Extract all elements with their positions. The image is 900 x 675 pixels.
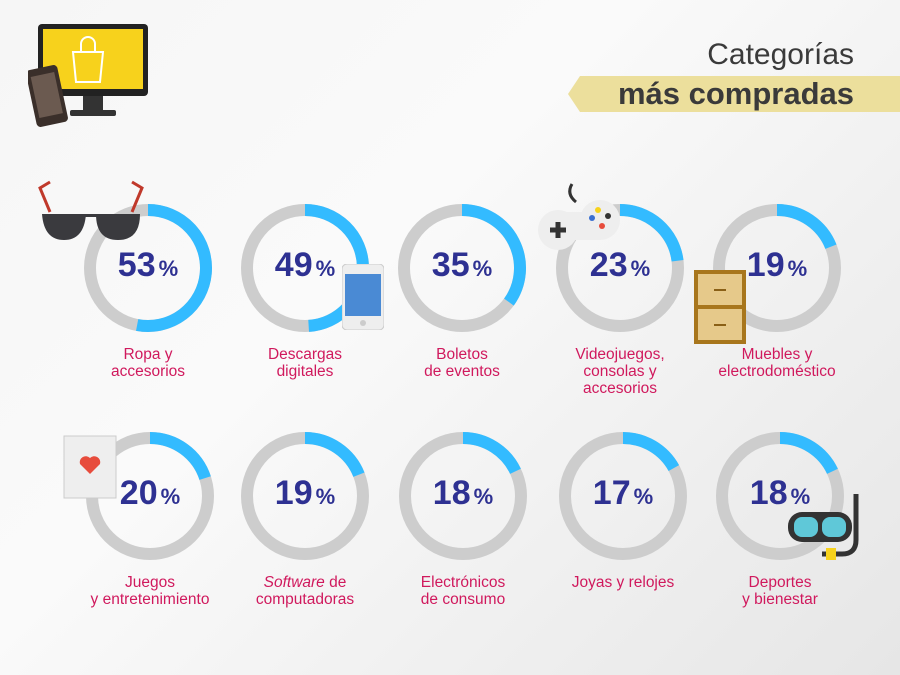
- gamepad-icon: [536, 172, 626, 257]
- percent-symbol: %: [315, 256, 336, 281]
- percent-symbol: %: [633, 484, 654, 509]
- percent-number: 19: [274, 474, 313, 512]
- percent-value: 18%: [403, 474, 523, 513]
- category-label: Software de computadoras: [225, 574, 385, 608]
- percent-number: 53: [117, 246, 156, 284]
- category-label-line: Descargas: [267, 346, 343, 363]
- title-line-1: Categorías: [707, 38, 854, 71]
- shopping-monitor-icon: [26, 22, 153, 132]
- category-label-line: Joyas y relojes: [571, 574, 675, 591]
- percent-symbol: %: [787, 256, 808, 281]
- category-label: Muebles y electrodoméstico: [697, 346, 857, 380]
- category-label-line: consolas y: [583, 363, 657, 380]
- category-label-line: Boletos: [436, 346, 488, 363]
- playing-card-icon: [58, 434, 122, 505]
- category-label: Deportes y bienestar: [700, 574, 860, 608]
- donut-arc: [776, 204, 837, 250]
- donut-arc: [461, 204, 526, 306]
- percent-number: 23: [589, 246, 628, 284]
- percent-value: 20%: [90, 474, 210, 513]
- category-label-line: digitales: [276, 363, 334, 380]
- category-label-line: Electrónicos: [420, 574, 506, 591]
- category-label-line: de eventos: [424, 363, 500, 380]
- category-label-line: accesorios: [110, 363, 186, 380]
- category-label-line: electrodoméstico: [718, 363, 836, 380]
- category-label-line: Muebles y: [741, 346, 813, 363]
- category-label: Joyas y relojes: [543, 574, 703, 591]
- percent-symbol: %: [158, 256, 179, 281]
- title-line-2: más compradas: [617, 76, 854, 111]
- category-label-line: de consumo: [420, 591, 506, 608]
- percent-value: 53%: [88, 246, 208, 285]
- percent-symbol: %: [790, 484, 811, 509]
- sunglasses-icon: [36, 178, 146, 253]
- category-label-line: Software de: [263, 574, 347, 591]
- donut-arc: [462, 432, 521, 475]
- drawer-icon: [694, 270, 746, 349]
- category-label-line: Deportes: [748, 574, 812, 591]
- category-label: Boletos de eventos: [382, 346, 542, 380]
- percent-number: 17: [592, 474, 631, 512]
- category-label-line: y entretenimiento: [90, 591, 210, 608]
- category-label-line: Videojuegos,: [575, 346, 665, 363]
- percent-value: 19%: [717, 246, 837, 285]
- donut-arc: [149, 432, 211, 481]
- percent-value: 18%: [720, 474, 840, 513]
- percent-value: 49%: [245, 246, 365, 285]
- category-label: Juegos y entretenimiento: [70, 574, 230, 608]
- percent-number: 19: [746, 246, 785, 284]
- category-label: Ropa y accesorios: [68, 346, 228, 380]
- snorkel-mask-icon: [786, 490, 866, 571]
- category-label: Electrónicos de consumo: [383, 574, 543, 608]
- donut-arc: [779, 432, 838, 475]
- percent-value: 17%: [563, 474, 683, 513]
- percent-number: 18: [432, 474, 471, 512]
- percent-value: 19%: [245, 474, 365, 513]
- category-label: Videojuegos, consolas y accesorios: [540, 346, 700, 397]
- percent-symbol: %: [473, 484, 494, 509]
- percent-number: 49: [274, 246, 313, 284]
- category-label-line: Juegos: [125, 574, 175, 591]
- percent-value: 35%: [402, 246, 522, 285]
- percent-number: 18: [749, 474, 788, 512]
- percent-symbol: %: [630, 256, 651, 281]
- percent-value: 23%: [560, 246, 680, 285]
- title-banner: [568, 76, 900, 112]
- donut-arc: [619, 204, 684, 262]
- donut-arc: [622, 432, 680, 472]
- category-label-line: y bienestar: [742, 591, 818, 608]
- category-label-line: computadoras: [255, 591, 355, 608]
- percent-symbol: %: [315, 484, 336, 509]
- smartphone-icon: [341, 263, 385, 335]
- donut-arc: [304, 432, 365, 478]
- category-label-line: accesorios: [582, 380, 658, 397]
- donut-arc: [136, 204, 212, 332]
- percent-number: 20: [119, 474, 158, 512]
- category-label-line: Ropa y: [123, 346, 173, 363]
- percent-number: 35: [431, 246, 470, 284]
- percent-symbol: %: [472, 256, 493, 281]
- category-label: Descargas digitales: [225, 346, 385, 380]
- percent-symbol: %: [160, 484, 181, 509]
